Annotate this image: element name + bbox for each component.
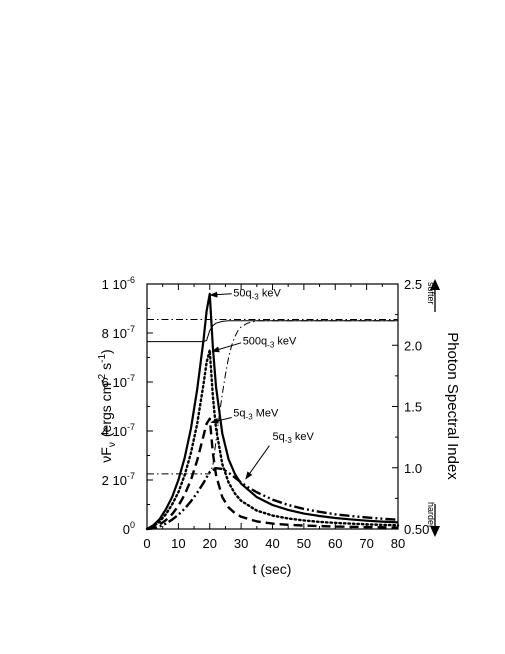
annotation-arrow-2: [210, 417, 232, 424]
left-axis-label: νFν (ergs cm-2 s-1): [97, 349, 118, 462]
x-tick-label-6: 60: [328, 536, 342, 551]
y-right-tick-label-2: 1.5: [404, 400, 422, 415]
y-right-tick-label-1: 1.0: [404, 461, 422, 476]
left-axis-label-units: (ergs cm: [98, 383, 114, 437]
softer-arrow: [430, 279, 440, 312]
y-left-tick-label-3: 6 10-7: [102, 373, 135, 390]
y-left-tick-label-0: 00: [123, 520, 135, 537]
annotation-label-3: 5q-3 keV: [273, 431, 315, 445]
right-axis-ticks: 0.50 1.0 1.5 2.0 2.5: [392, 277, 429, 537]
x-tick-label-7: 70: [359, 536, 373, 551]
annotation-arrow-3: [245, 445, 270, 480]
y-right-tick-label-0: 0.50: [404, 522, 429, 537]
x-tick-label-4: 40: [265, 536, 279, 551]
x-tick-label-0: 0: [143, 536, 150, 551]
annotation-label-0: 50q-3 keV: [233, 288, 281, 302]
left-axis-label-base: νF: [98, 447, 114, 463]
left-axis-label-close: ): [98, 349, 114, 354]
x-tick-label-2: 20: [203, 536, 217, 551]
x-tick-label-5: 50: [297, 536, 311, 551]
left-axis-label-mid: s: [98, 363, 114, 374]
left-axis-ticks: 00 2 10-7 4 10-7 6 10-7 8 10-7 1 10-6: [102, 275, 153, 537]
annotation-arrow-0: [209, 291, 232, 298]
series-line-2: [146, 417, 399, 531]
y-left-tick-label-2: 4 10-7: [102, 422, 135, 439]
left-axis-label-sub: ν: [107, 442, 118, 447]
annotations: 50q-3 keV 500q-3 keV 5q-3 MeV 5q-3 keV: [209, 288, 315, 480]
harder-label: harder: [426, 502, 436, 528]
series-line-1: [145, 348, 400, 531]
left-axis-label-exp1: -2: [97, 373, 108, 382]
series-group: [145, 292, 400, 531]
series-line-3: [146, 467, 399, 531]
series-line-0: [146, 292, 399, 530]
y-left-tick-label-5: 1 10-6: [102, 275, 135, 292]
y-right-tick-label-4: 2.5: [404, 277, 422, 292]
right-axis-label: Photon Spectral Index: [444, 332, 461, 480]
y-right-tick-label-3: 2.0: [404, 338, 422, 353]
annotation-label-2: 5q-3 MeV: [233, 408, 279, 422]
x-tick-label-1: 10: [171, 536, 185, 551]
left-axis-label-exp2: -1: [97, 354, 108, 363]
x-tick-label-3: 30: [234, 536, 248, 551]
softer-label: softer: [426, 282, 436, 305]
annotation-arrow-1: [211, 342, 242, 353]
x-tick-label-8: 80: [391, 536, 405, 551]
series-line-4: [147, 320, 398, 343]
annotation-label-1: 500q-3 keV: [243, 335, 297, 349]
y-left-tick-label-1: 2 10-7: [102, 471, 135, 488]
x-axis-label: t (sec): [253, 561, 292, 577]
harder-arrow: [430, 504, 440, 537]
y-left-tick-label-4: 8 10-7: [102, 324, 135, 341]
